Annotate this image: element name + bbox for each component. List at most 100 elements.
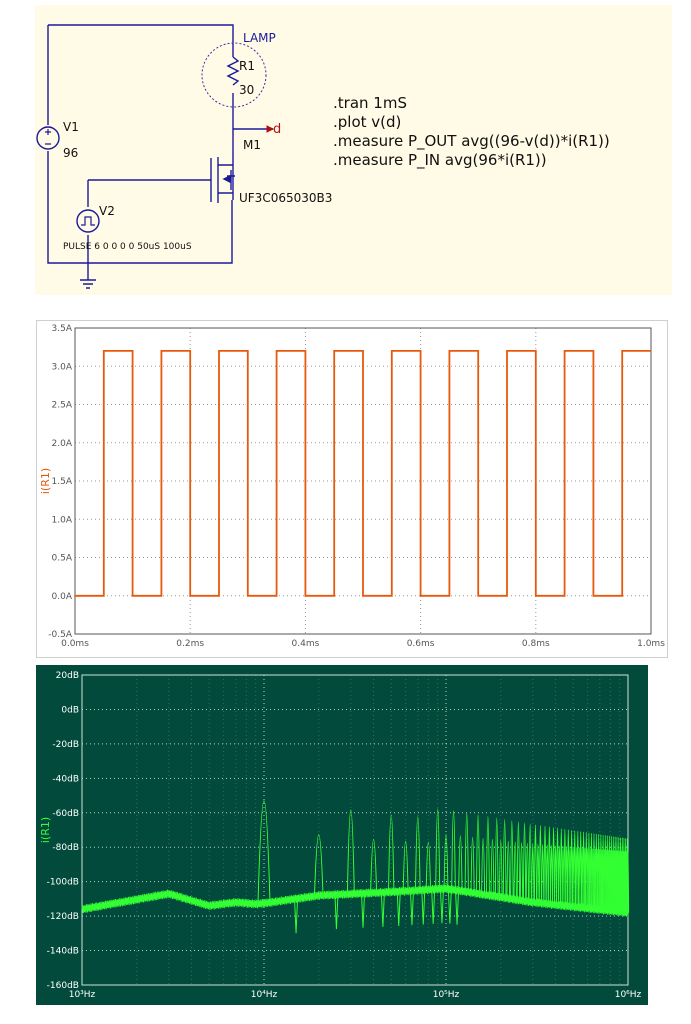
harmonic-peak (464, 812, 469, 892)
harmonic-peak (547, 826, 551, 905)
harmonic-peak (516, 821, 521, 901)
y-tick-label: -140dB (47, 947, 79, 957)
transient-chart: 0.0ms 0.2ms 0.4ms 0.6ms 0.8ms 1.0ms -0.5A 0.0A 0… (39, 324, 665, 649)
schematic-drawing: LAMP R1 30 V1 96 M1 UF3C065030B3 d V2 PU… (36, 24, 610, 289)
lamp-outline (201, 42, 267, 108)
harmonic-peak (522, 822, 527, 902)
harmonic-peak (346, 809, 355, 894)
spectral-null (439, 888, 444, 924)
resistor-icon[interactable] (226, 56, 240, 86)
y-tick-label: 0dB (61, 705, 79, 715)
x-tick-label: 0.8ms (522, 639, 550, 649)
y-tick-label: 1.5A (52, 477, 73, 487)
spectral-null (334, 894, 339, 930)
harmonic-peak (494, 817, 499, 897)
schematic-wires (47, 24, 273, 289)
lamp-label: LAMP (243, 31, 276, 45)
spectral-null (455, 890, 460, 925)
harmonic-peak (528, 823, 532, 902)
y-tick-label: -40dB (52, 774, 79, 784)
y-tick-label: 20dB (56, 671, 79, 681)
y-tick-label: -20dB (52, 740, 79, 750)
harmonic-peak (550, 845, 553, 905)
spectral-null (396, 891, 401, 926)
harmonic-peak (525, 842, 529, 902)
spectral-null (294, 898, 299, 934)
harmonic-peak (490, 839, 495, 896)
harmonic-peak (543, 826, 547, 904)
m1-name: M1 (243, 138, 261, 152)
x-tick-label: 0.0ms (61, 639, 89, 649)
x-tick-label: 0.4ms (292, 639, 320, 649)
y-tick-label: -120dB (47, 912, 79, 922)
y-tick-label: -100dB (47, 878, 79, 888)
harmonic-peak (541, 844, 545, 904)
harmonic-peak (510, 820, 514, 900)
harmonic-peak (443, 834, 449, 889)
series-line (74, 350, 651, 597)
x-tick-label: 10³Hz (69, 990, 96, 1000)
harmonic-peak (486, 816, 490, 896)
harmonic-peak (257, 800, 271, 904)
plot-frame (81, 674, 629, 986)
harmonic-peak (545, 844, 549, 904)
fft-chart: 10³Hz 10⁴Hz 10⁵Hz 10⁶Hz -160dB -140dB -120dB -1… (39, 671, 642, 1000)
y-tick-label: 3.0A (52, 362, 73, 372)
y-tick-label: 0.5A (52, 554, 73, 564)
harmonic-peak (425, 841, 431, 890)
r1-name: R1 (239, 59, 255, 73)
harmonic-peak (370, 839, 378, 893)
net-flag-icon (266, 125, 275, 133)
harmonic-peak (519, 842, 524, 901)
transient-plot-pane[interactable]: 0.0ms 0.2ms 0.4ms 0.6ms 0.8ms 1.0ms -0.5A 0.0A 0… (36, 320, 668, 658)
y-axis-label: i(R1) (39, 468, 52, 494)
noise-floor-line (81, 884, 629, 917)
harmonic-peak (388, 814, 395, 893)
spectral-null (361, 893, 366, 928)
harmonic-peak (538, 825, 542, 904)
fft-plot-pane[interactable]: 10³Hz 10⁴Hz 10⁵Hz 10⁶Hz -160dB -140dB -120dB -1… (36, 665, 648, 1005)
harmonic-peak (626, 851, 630, 913)
harmonic-peak (314, 834, 324, 896)
harmonic-peak (559, 828, 563, 906)
y-tick-label: -0.5A (48, 630, 73, 640)
x-tick-label: 10⁵Hz (433, 990, 460, 1000)
harmonic-peak (476, 814, 481, 894)
v1-value: 96 (63, 146, 78, 160)
directive-line: .measure P_IN avg(96*i(R1)) (333, 151, 547, 170)
harmonic-peak (502, 819, 507, 898)
plot-frame (74, 327, 652, 635)
pulse-source-icon[interactable] (76, 209, 100, 233)
harmonic-peak (451, 810, 456, 890)
dc-source-icon[interactable] (36, 126, 60, 150)
harmonic-peak (556, 827, 559, 906)
y-tick-label: 0.0A (52, 592, 73, 602)
y-tick-label: 1.0A (52, 515, 73, 525)
v1-name: V1 (63, 120, 79, 134)
schematic-panel[interactable]: LAMP R1 30 V1 96 M1 UF3C065030B3 d V2 PU… (35, 5, 672, 295)
x-tick-label: 10⁶Hz (615, 990, 642, 1000)
y-tick-label: -80dB (52, 843, 79, 853)
harmonic-peak (402, 840, 409, 892)
y-tick-label: -60dB (52, 809, 79, 819)
spectral-null (421, 889, 426, 925)
x-tick-label: 0.6ms (407, 639, 435, 649)
directive-line: .tran 1mS (333, 94, 407, 112)
harmonic-peak (531, 843, 535, 903)
spectral-null (447, 889, 452, 924)
v2-name: V2 (99, 204, 115, 218)
mosfet-icon[interactable] (210, 153, 235, 203)
m1-model: UF3C065030B3 (239, 191, 332, 205)
harmonic-peak (498, 840, 503, 898)
harmonic-peak (506, 840, 511, 899)
v2-value: PULSE 6 0 0 0 0 50uS 100uS (63, 242, 192, 252)
x-tick-label: 10⁴Hz (251, 990, 278, 1000)
spectral-null (431, 889, 436, 924)
r1-value: 30 (239, 83, 254, 97)
harmonic-peak (513, 841, 517, 900)
harmonic-peak (435, 808, 441, 890)
directive-line: .plot v(d) (333, 113, 401, 131)
spectral-null (380, 892, 385, 927)
directive-line: .measure P_OUT avg((96-v(d))*i(R1)) (333, 132, 610, 151)
harmonic-peak (415, 816, 421, 891)
